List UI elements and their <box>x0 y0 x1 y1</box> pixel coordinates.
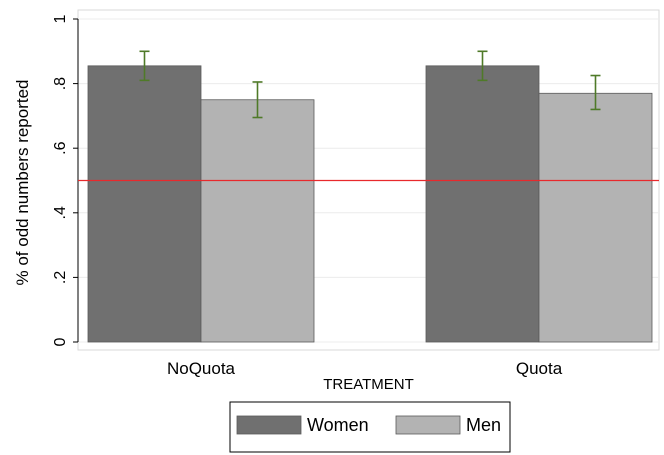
y-tick-label: .6 <box>52 141 69 154</box>
legend-swatch-women <box>236 415 302 435</box>
y-tick-label: .4 <box>52 206 69 219</box>
x-axis-title: TREATMENT <box>323 376 414 393</box>
y-axis-title: % of odd numbers reported <box>13 79 32 285</box>
y-tick-label: .8 <box>52 77 69 90</box>
legend-label-men: Men <box>466 415 501 435</box>
legend-swatch-men <box>395 415 461 435</box>
y-tick-label: 0 <box>52 337 69 346</box>
legend-label-women: Women <box>307 415 369 435</box>
bar-men-quota <box>538 92 653 343</box>
y-tick-label: .2 <box>52 271 69 284</box>
x-tick-label: Quota <box>516 359 563 378</box>
x-tick-label: NoQuota <box>167 359 236 378</box>
bar-women-noquota <box>87 65 202 343</box>
y-tick-label: 1 <box>52 14 69 23</box>
bar-men-noquota <box>200 99 315 343</box>
bar-women-quota <box>425 65 540 343</box>
